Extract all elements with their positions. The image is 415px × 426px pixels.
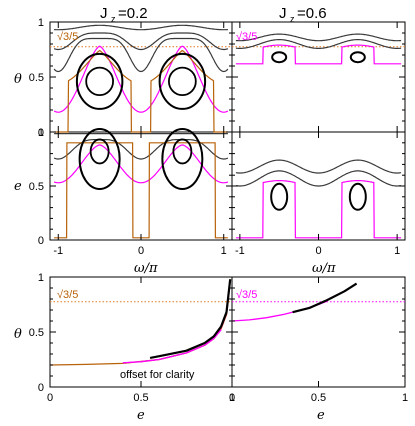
annotation-sqrt-top-right: √3/5 [236,31,257,43]
curve-libration-loop [78,128,121,190]
panel-frame-ml [49,131,233,241]
y-label-theta-top: θ [14,72,22,87]
x-tick-label: 1 [402,392,408,404]
y-tick-label: 1 [38,17,44,29]
curve-gray-3 [53,37,229,73]
x-tick-label: 0 [47,392,53,404]
curve-libration-loop [270,182,289,211]
title-right-value: =0.6 [297,5,327,22]
curve-libration-loop [271,51,288,64]
x-label-omega-right: ω/π [312,261,336,276]
curve-libration-loop [161,128,204,190]
x-tick-label: 0.5 [133,392,148,404]
offset-note: offset for clarity [120,369,195,381]
series-line-3 [149,279,232,359]
curve-gray-1 [54,24,228,31]
x-label-omega-right-text: ω/π [312,261,336,276]
series-line-0 [231,300,328,322]
x-tick-label: 1 [221,245,227,257]
y-tick-label: 0.5 [29,327,44,339]
curve-libration-loop [85,66,114,97]
curve-libration-loop [172,138,193,165]
plot-content [49,24,405,366]
x-tick-label: 0 [229,392,235,404]
x-tick-label: -1 [53,245,63,257]
curve-libration-loop [158,52,207,110]
title-right: J z =0.6 [279,5,327,24]
panel-frame-br [231,276,406,388]
curve-libration-loop [89,138,110,165]
curve-gray-2 [235,170,402,187]
x-tick-label: -1 [235,245,245,257]
curve-magenta-separatrix [235,44,402,65]
curve-brown-outer [54,49,228,133]
title-left-sub: z [111,14,116,24]
x-tick-label: 0 [138,245,144,257]
curve-gray-2 [235,39,402,49]
y-tick-label: 0.5 [29,72,44,84]
y-tick-label: 0.5 [29,181,44,193]
panel-frame-tr [231,21,406,133]
curve-magenta-separatrix [53,144,229,184]
x-label-e-left: e [137,408,145,423]
y-tick-label: 1 [38,272,44,284]
annotation-sqrt-top-left: √3/5 [57,31,78,43]
x-label-omega-left: ω/π [134,261,158,276]
curve-gray-2 [53,32,229,51]
y-tick-label: 0 [38,235,44,247]
x-tick-label: 1 [394,245,400,257]
y-label-theta-bottom: θ [14,327,22,342]
title-right-sub: z [290,14,295,24]
curve-libration-loop [168,66,197,97]
curve-libration-loop [349,51,366,64]
title-right-main: J [279,5,287,22]
x-tick-label: 0 [315,245,321,257]
title-left-main: J [100,5,108,22]
x-label-omega-left-text: ω/π [134,261,158,276]
curve-gray-1 [235,33,402,42]
x-tick-label: 1 [229,392,235,404]
curve-libration-loop [348,182,367,211]
title-left: J z =0.2 [100,5,148,24]
annotation-sqrt-bottom-left: √3/5 [57,289,78,301]
curve-magenta-separatrix [53,45,229,113]
series-line-2 [122,329,222,364]
annotation-sqrt-bottom-right: √3/5 [236,289,257,301]
curve-gray-1 [235,159,402,174]
series-line-1 [292,282,358,314]
y-tick-label: 1 [38,127,44,139]
y-tick-label: 0 [38,127,44,139]
series-line-1 [140,281,231,363]
x-label-e-right: e [317,408,325,423]
curve-libration-loop [75,52,124,110]
y-tick-label: 0 [38,382,44,394]
y-label-e-middle: e [14,179,22,194]
title-left-value: =0.2 [118,5,148,22]
curve-magenta-separatrix [235,180,402,239]
x-tick-label: 0.5 [311,392,326,404]
